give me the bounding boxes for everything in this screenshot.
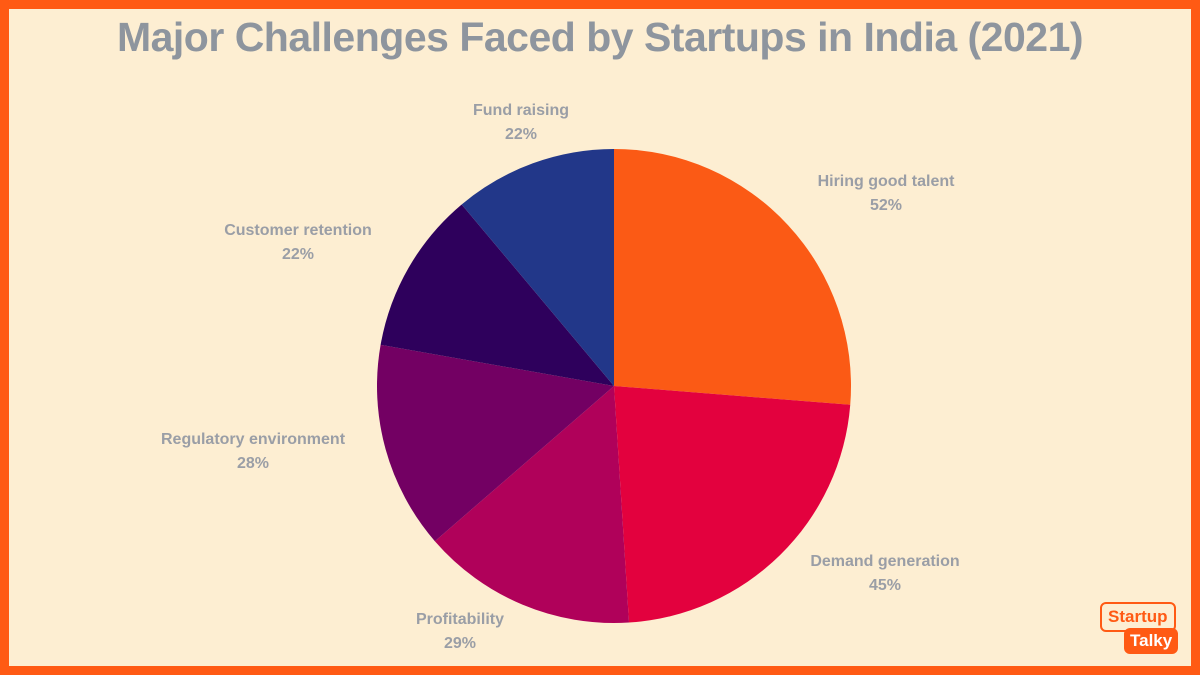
startuptalky-logo: Startup Talky — [1100, 602, 1179, 658]
logo-text-startup: Startup — [1100, 602, 1176, 632]
slice-value-label: 52% — [870, 197, 902, 214]
slice-value-label: 22% — [505, 126, 537, 143]
slice-label: Hiring good talent — [818, 173, 956, 190]
logo-text-talky: Talky — [1124, 628, 1179, 654]
pie-slice-hiring-good-talent — [614, 149, 851, 405]
pie-slice-regulatory-environment — [377, 344, 614, 542]
slice-value-label: 22% — [282, 246, 314, 263]
slice-label: Regulatory environment — [161, 431, 346, 448]
slice-label: Fund raising — [473, 102, 569, 119]
slice-value-label: 28% — [237, 455, 269, 472]
pie-slice-demand-generation — [614, 386, 851, 623]
pie-slice-fund-raising — [461, 149, 614, 386]
pie-slice-profitability — [434, 386, 630, 623]
slice-value-label: 29% — [444, 635, 476, 652]
slice-label: Demand generation — [810, 553, 959, 570]
slice-value-label: 45% — [869, 577, 901, 594]
slice-label: Profitability — [416, 611, 504, 628]
chart-title: Major Challenges Faced by Startups in In… — [116, 14, 1084, 60]
slice-label: Customer retention — [224, 222, 372, 239]
pie-slice-customer-retention — [380, 204, 614, 386]
